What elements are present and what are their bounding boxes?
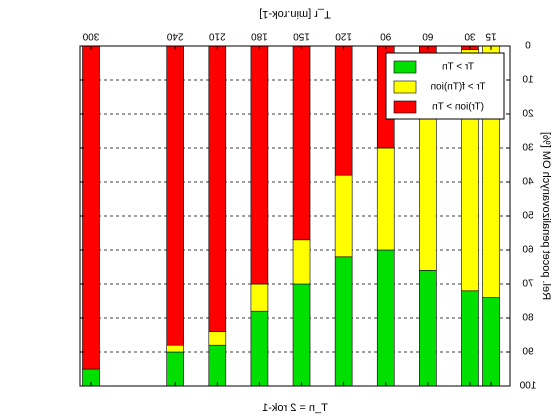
y-tick-label: 40 <box>522 177 534 188</box>
bar-segment-150-s1 <box>292 239 311 285</box>
y-tick-label: 10 <box>522 75 534 86</box>
bar-segment-90-s0 <box>376 249 395 387</box>
y-tick-label: 20 <box>522 109 534 120</box>
y-tick-label: 70 <box>522 279 534 290</box>
bar-segment-150-s0 <box>292 283 311 387</box>
top-x-axis-title: T_r [min.rok-1] <box>259 8 331 20</box>
bar-segment-15-s0 <box>482 297 500 387</box>
bar-segment-60-s0 <box>419 270 437 387</box>
bar-segment-210-s0 <box>208 344 227 387</box>
x-tick-label: 30 <box>464 30 476 41</box>
bar-segment-240-s0 <box>166 351 185 387</box>
bar-segment-180-s2 <box>250 45 269 285</box>
x-tick-label: 240 <box>166 30 183 41</box>
bar-segment-90-s1 <box>376 147 395 251</box>
x-tick-label: 180 <box>251 30 268 41</box>
bar-segment-210-s1 <box>208 331 227 346</box>
x-tick-label: 120 <box>335 30 352 41</box>
bar-segment-180-s1 <box>250 283 269 312</box>
bar-segment-120-s1 <box>334 174 353 258</box>
x-tick-label: 90 <box>380 30 392 41</box>
legend-swatch <box>393 80 417 94</box>
bar-segment-240-s2 <box>166 45 185 346</box>
x-tick-label: 150 <box>293 30 310 41</box>
x-tick-label: 60 <box>422 30 434 41</box>
bar-segment-210-s2 <box>208 45 227 332</box>
legend-swatch <box>393 60 417 74</box>
y-tick-label: 90 <box>522 347 534 358</box>
legend-swatch <box>393 100 417 114</box>
x-tick-label: 210 <box>209 30 226 41</box>
y-tick-label: 50 <box>522 211 534 222</box>
bar-segment-150-s2 <box>292 45 311 241</box>
legend-label: Tr > Tn <box>442 62 474 73</box>
x-tick-label: 15 <box>485 30 497 41</box>
y-tick-label: 100 <box>519 381 536 392</box>
bar-segment-120-s0 <box>334 256 353 387</box>
legend-label: Tr > f(Tn)ion <box>431 82 486 93</box>
bar-segment-240-s1 <box>166 344 185 353</box>
bar-segment-180-s0 <box>250 310 269 387</box>
y-axis-title: Rel. pocet penalizovanych OM [%] <box>540 132 552 300</box>
bar-segment-300-s2 <box>82 45 100 370</box>
y-tick-label: 80 <box>522 313 534 324</box>
bar-segment-30-s0 <box>461 290 479 387</box>
bottom-x-axis-title: T_n = 2 rok-1 <box>262 402 328 414</box>
y-tick-label: 30 <box>522 143 534 154</box>
x-tick-label: 300 <box>82 30 99 41</box>
bar-segment-120-s2 <box>334 45 353 176</box>
legend-label: (Tr)ion > Tn <box>432 102 484 113</box>
y-tick-label: 60 <box>522 245 534 256</box>
y-tick-label: 0 <box>525 41 531 52</box>
